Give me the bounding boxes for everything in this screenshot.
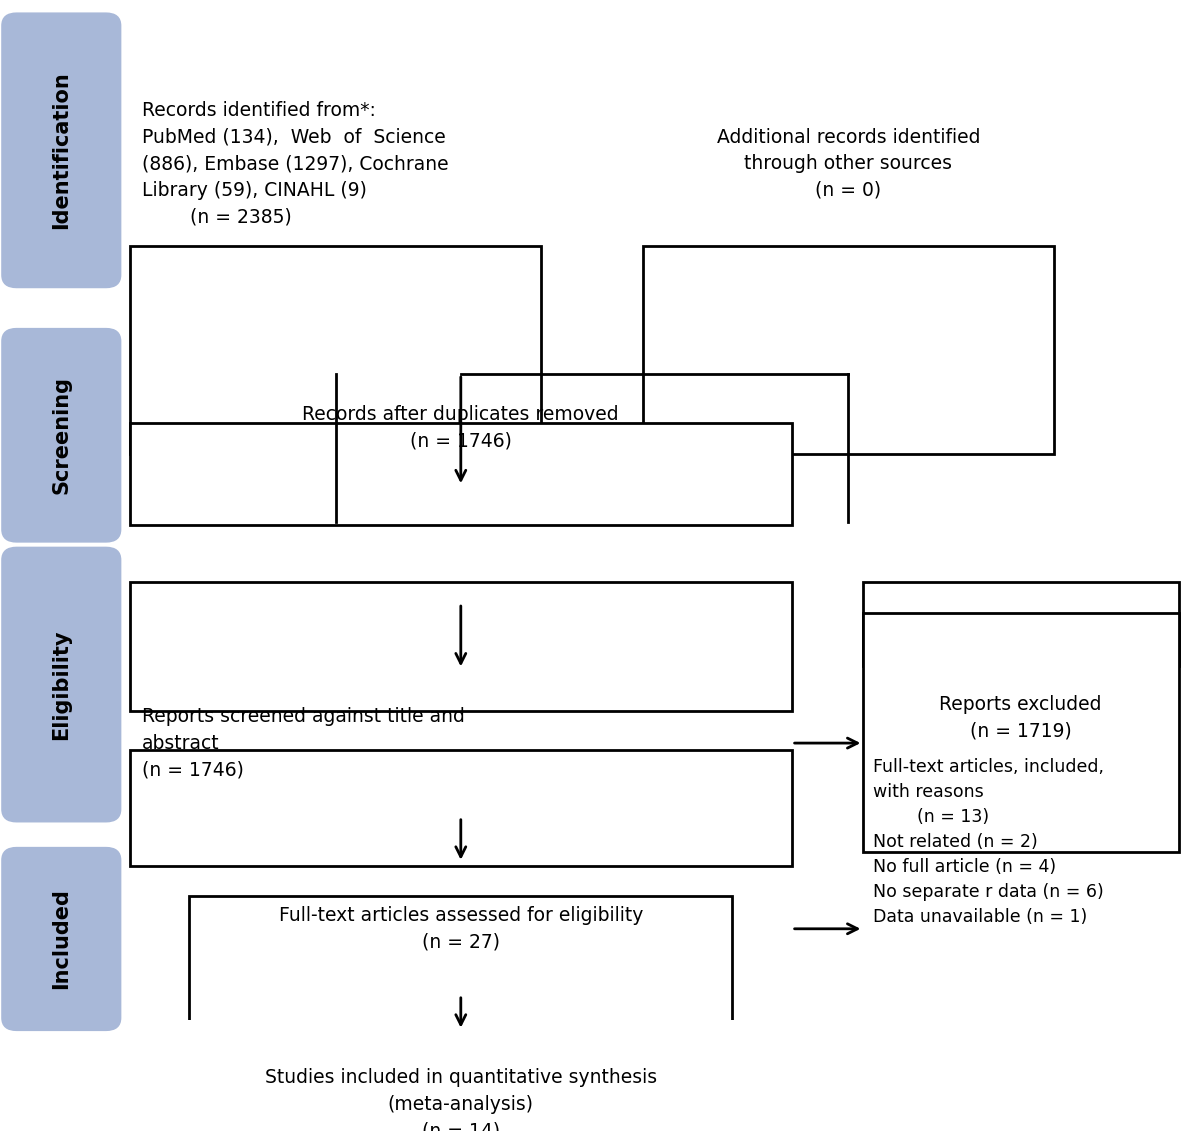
Bar: [130, 582, 792, 710]
Text: Records identified from*:
PubMed (134),  Web  of  Science
(886), Embase (1297), : Records identified from*: PubMed (134), …: [142, 101, 449, 226]
Text: Additional records identified
through other sources
(n = 0): Additional records identified through ot…: [716, 128, 980, 199]
Text: Reports screened against title and
abstract
(n = 1746): Reports screened against title and abstr…: [142, 707, 464, 779]
Text: Screening: Screening: [52, 377, 71, 494]
Text: Full-text articles, included,
with reasons
        (n = 13)
Not related (n = 2)
: Full-text articles, included, with reaso…: [872, 758, 1104, 926]
Bar: [130, 247, 541, 454]
Text: Reports excluded
(n = 1719): Reports excluded (n = 1719): [940, 694, 1102, 741]
FancyBboxPatch shape: [2, 848, 120, 1030]
FancyBboxPatch shape: [2, 14, 120, 287]
Bar: [130, 751, 792, 865]
Text: Included: Included: [52, 889, 71, 990]
Bar: [863, 613, 1180, 853]
Bar: [130, 423, 792, 525]
Text: Records after duplicates removed
(n = 1746): Records after duplicates removed (n = 17…: [302, 405, 619, 450]
Bar: [190, 897, 732, 1025]
FancyBboxPatch shape: [2, 329, 120, 542]
Text: Full-text articles assessed for eligibility
(n = 27): Full-text articles assessed for eligibil…: [278, 906, 643, 951]
FancyBboxPatch shape: [2, 547, 120, 821]
Text: Eligibility: Eligibility: [52, 629, 71, 740]
Text: Identification: Identification: [52, 71, 71, 230]
Bar: [643, 247, 1054, 454]
Bar: [863, 582, 1180, 666]
Text: Studies included in quantitative synthesis
(meta-analysis)
(n = 14): Studies included in quantitative synthes…: [265, 1069, 656, 1131]
